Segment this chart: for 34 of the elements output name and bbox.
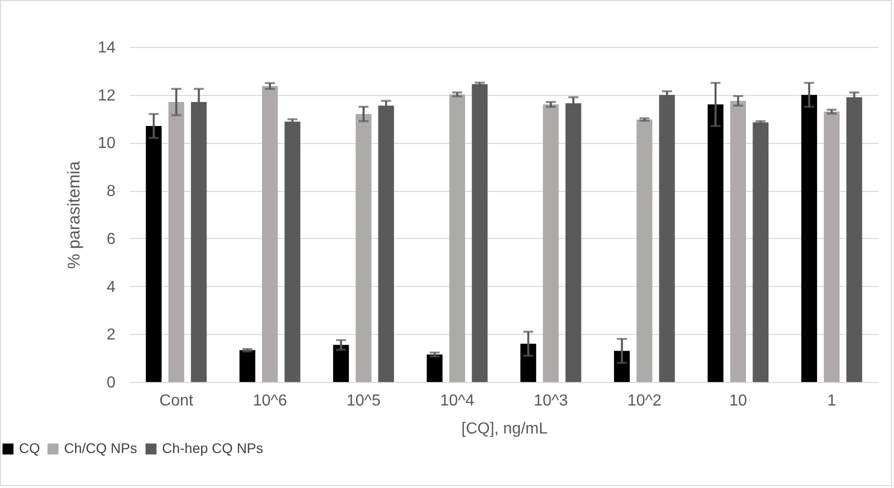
- x-axis-title: [CQ], ng/mL: [461, 420, 548, 438]
- y-tick-label: 14: [98, 40, 116, 56]
- legend-label: CQ: [19, 440, 40, 456]
- bar: [801, 94, 818, 382]
- legend-label: Ch/CQ NPs: [64, 440, 138, 456]
- bar: [730, 100, 746, 382]
- x-tick-label: 10^4: [440, 392, 474, 410]
- bar: [356, 114, 372, 382]
- bar: [846, 97, 862, 382]
- y-tick-label: 8: [106, 183, 116, 200]
- x-tick-label: 1: [827, 392, 836, 410]
- y-tick-label: 0: [106, 374, 116, 392]
- y-tick-label: 4: [106, 278, 116, 296]
- bar: [146, 126, 162, 382]
- x-tick-label: 10^2: [627, 392, 662, 410]
- x-tick-label: Cont: [159, 392, 194, 410]
- x-tick-label: 10^5: [346, 392, 381, 410]
- bar: [659, 94, 675, 382]
- y-axis-title: % parasitemia: [64, 160, 84, 269]
- y-tick-label: 10: [98, 135, 116, 152]
- x-tick-label: 10^6: [252, 392, 288, 410]
- bar: [262, 86, 278, 382]
- bar: [520, 344, 536, 382]
- bar: [378, 106, 394, 382]
- bar: [333, 344, 349, 382]
- y-tick-label: 2: [106, 326, 116, 344]
- legend-label: Ch-hep CQ NPs: [162, 440, 264, 456]
- y-tick-label: 6: [106, 230, 116, 248]
- bar: [168, 102, 184, 382]
- bar: [708, 104, 724, 382]
- bar: [614, 350, 630, 382]
- x-tick-label: 10: [729, 392, 748, 410]
- x-tick-label: 10^3: [534, 392, 568, 410]
- y-tick-label: 12: [98, 87, 116, 104]
